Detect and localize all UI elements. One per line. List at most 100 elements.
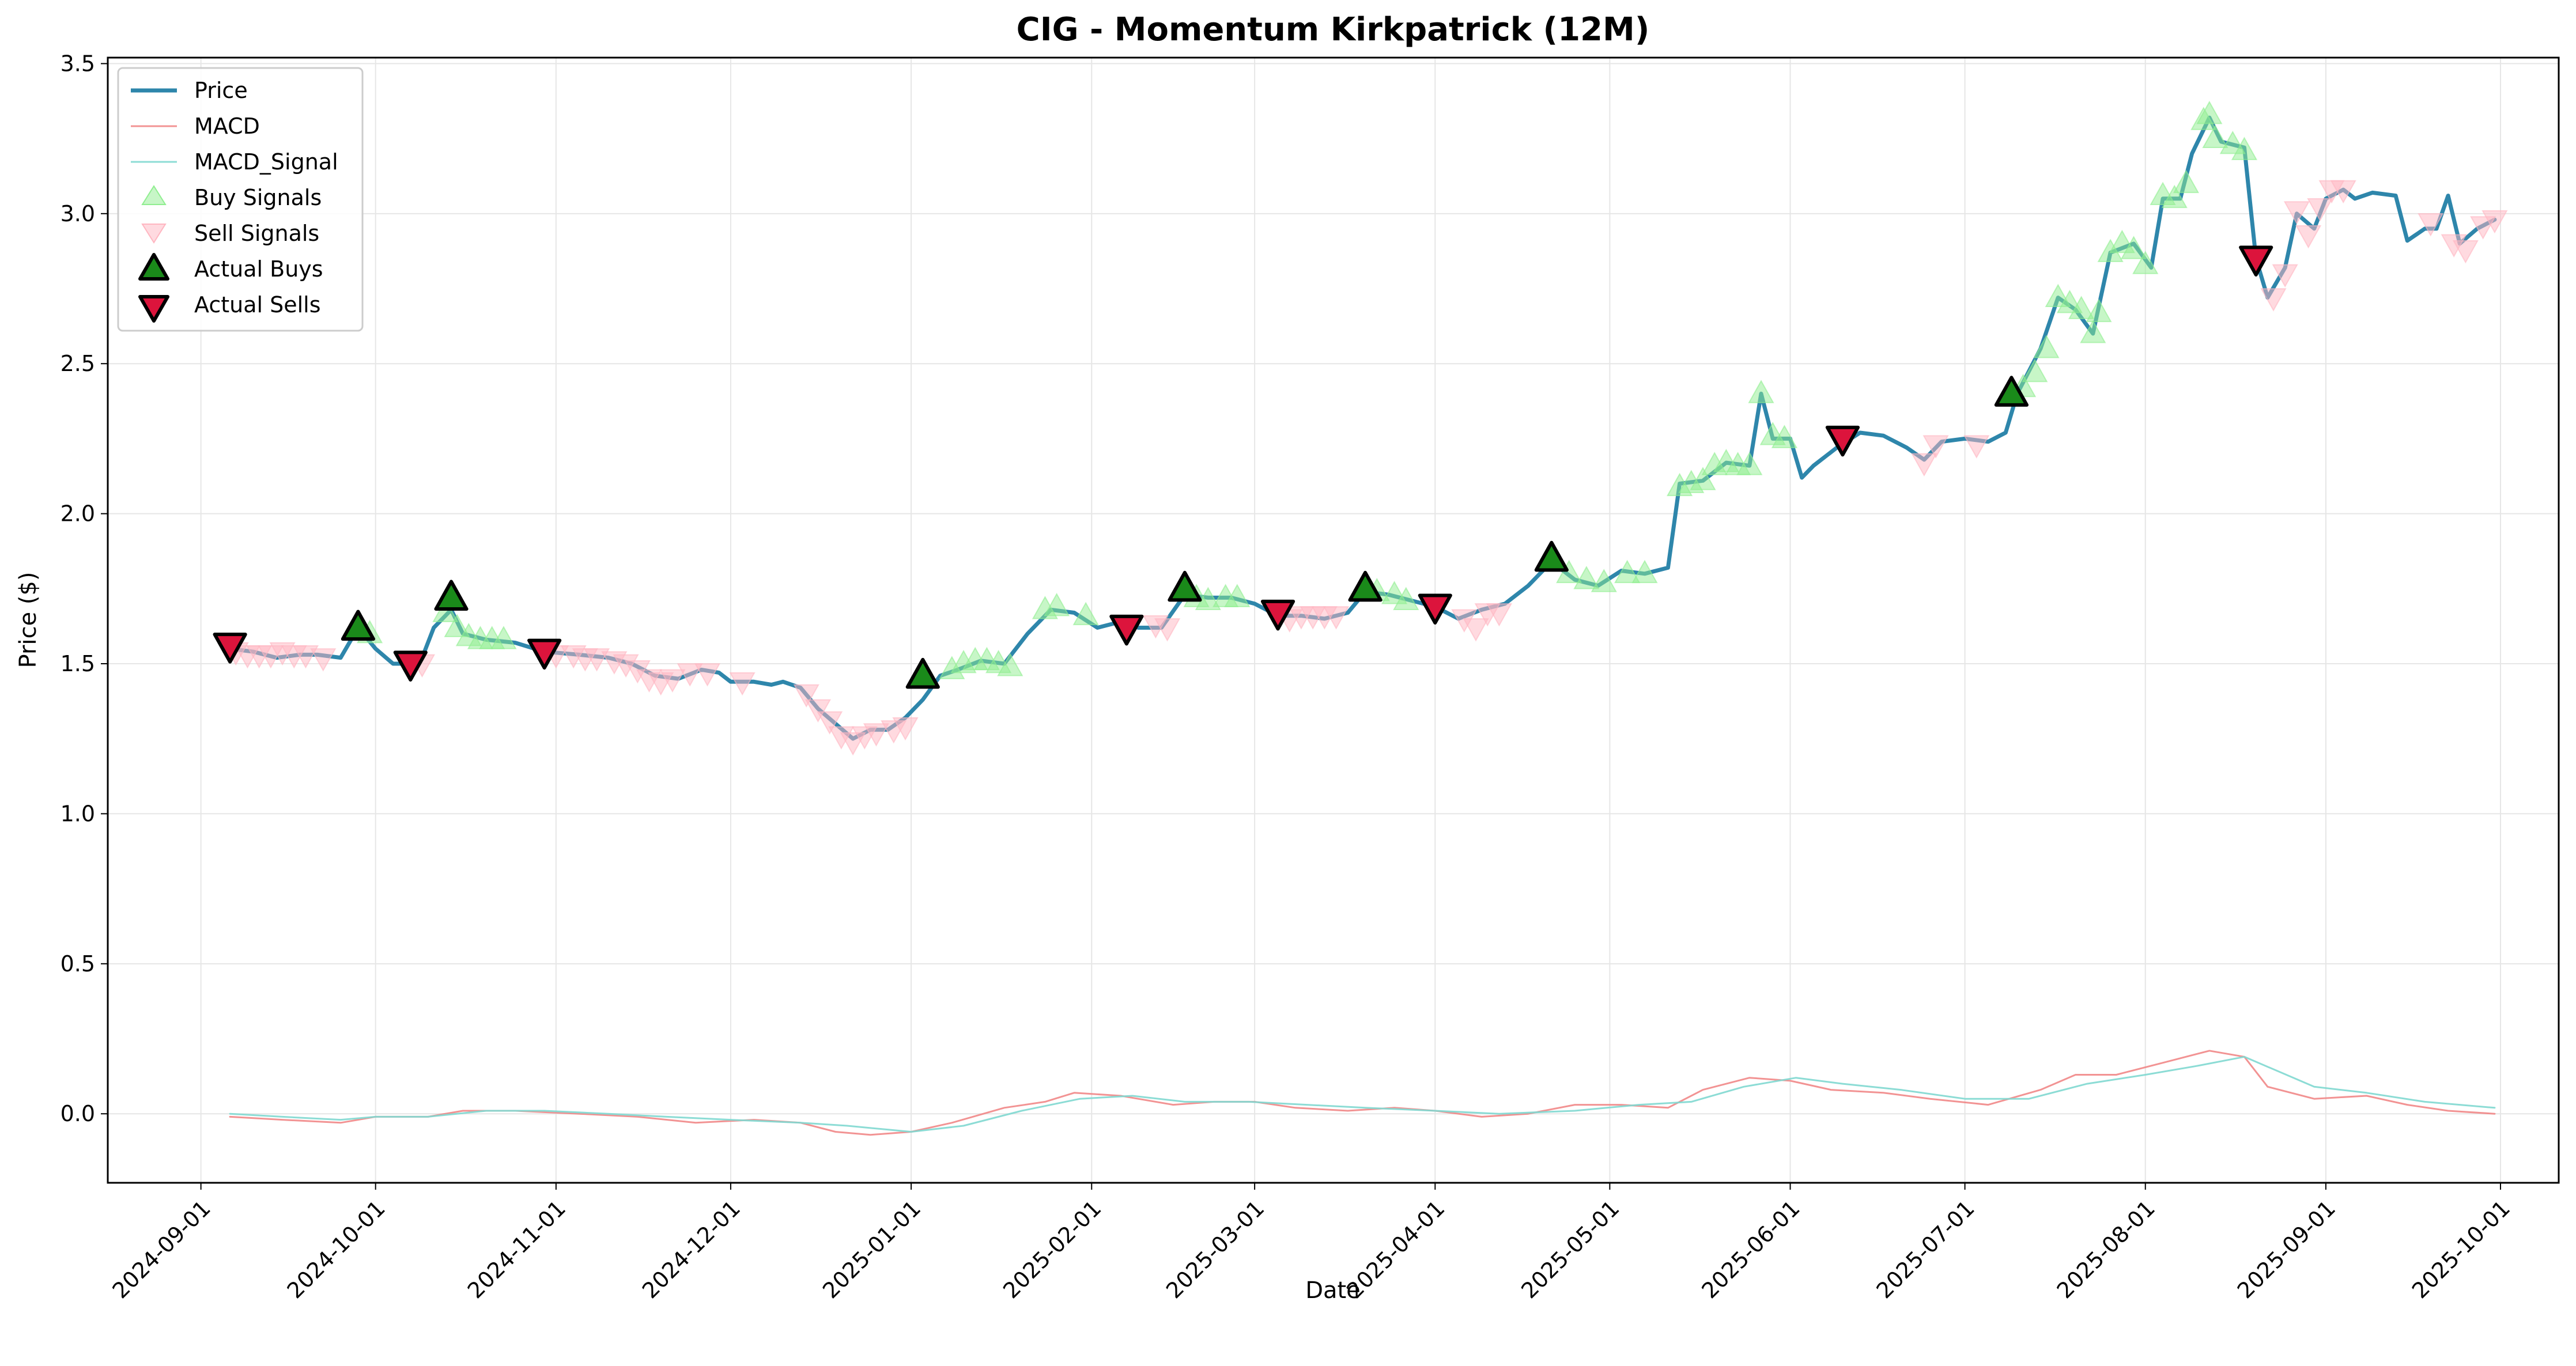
actual-sell-marker bbox=[213, 633, 247, 664]
sell-signal-marker bbox=[2452, 240, 2479, 264]
buy-signal-marker bbox=[2173, 169, 2200, 194]
legend-actual-buys-label: Actual Buys bbox=[194, 256, 323, 282]
plot-frame bbox=[107, 56, 2560, 1184]
legend-actual-sells-marker bbox=[138, 295, 169, 323]
y-tick-label: 1.0 bbox=[61, 801, 95, 826]
sell-signal-marker bbox=[694, 663, 721, 687]
macd-signal-line bbox=[229, 1055, 2496, 1133]
y-tick-label: 3.0 bbox=[61, 201, 95, 226]
actual-buy-marker bbox=[1994, 376, 2029, 407]
actual-buy-marker bbox=[341, 610, 375, 641]
legend-actual-sells-label: Actual Sells bbox=[194, 292, 321, 317]
buy-signal-marker bbox=[997, 653, 1023, 676]
y-tick-label: 0.5 bbox=[61, 951, 95, 977]
sell-signal-marker bbox=[2481, 210, 2508, 234]
sell-signal-marker bbox=[1154, 618, 1181, 642]
buy-signal-marker bbox=[2080, 320, 2106, 343]
y-tick-label: 3.5 bbox=[61, 51, 95, 76]
y-tick-label: 0.0 bbox=[61, 1101, 95, 1126]
buy-signal-marker bbox=[2033, 335, 2060, 358]
actual-buy-marker bbox=[905, 657, 940, 689]
actual-buy-marker bbox=[434, 580, 469, 611]
sell-signal-marker bbox=[583, 648, 610, 672]
sell-signal-marker bbox=[2418, 213, 2444, 237]
legend-actual-buys-marker bbox=[138, 253, 169, 281]
buy-signal-marker bbox=[432, 599, 459, 622]
sell-signal-marker bbox=[1463, 618, 1489, 642]
actual-sell-marker bbox=[1109, 614, 1144, 646]
buy-signal-marker bbox=[2120, 236, 2147, 259]
actual-sell-marker bbox=[1260, 599, 1295, 631]
buy-signal-marker bbox=[490, 626, 517, 649]
sell-signal-marker bbox=[1911, 453, 1937, 477]
sell-signal-marker bbox=[804, 699, 832, 723]
legend-buy-signals-label: Buy Signals bbox=[194, 185, 322, 210]
sell-signal-marker bbox=[2295, 225, 2322, 249]
buy-signal-marker bbox=[1393, 586, 1419, 611]
buy-signal-marker bbox=[1556, 559, 1582, 584]
y-axis-label: Price ($) bbox=[15, 572, 41, 668]
legend-box bbox=[117, 67, 364, 332]
macd-line bbox=[229, 1050, 2496, 1136]
buy-signal-marker bbox=[1736, 452, 1763, 475]
sell-signal-marker bbox=[1922, 435, 1949, 459]
sell-signal-marker bbox=[863, 723, 890, 747]
buy-signal-marker bbox=[1044, 593, 1070, 616]
buy-signal-marker bbox=[1690, 467, 1716, 490]
y-tick-label: 2.0 bbox=[61, 501, 95, 527]
sell-signal-marker bbox=[310, 648, 337, 672]
sell-signal-marker bbox=[892, 717, 919, 741]
sell-signal-marker bbox=[729, 672, 756, 696]
legend-macd-label: MACD bbox=[194, 113, 260, 139]
buy-signal-marker bbox=[2202, 124, 2228, 149]
buy-signal-marker bbox=[2196, 100, 2223, 124]
buy-signal-marker bbox=[2022, 358, 2048, 383]
buy-signal-marker bbox=[1591, 569, 1617, 592]
sell-signal-marker bbox=[2330, 180, 2356, 204]
sell-signal-marker bbox=[1963, 435, 1990, 459]
buy-signal-marker bbox=[1072, 601, 1099, 626]
buy-signal-marker bbox=[2161, 184, 2188, 209]
buy-signal-marker bbox=[1573, 566, 1600, 589]
y-tick-label: 1.5 bbox=[61, 651, 95, 676]
buy-signal-marker bbox=[1614, 559, 1641, 584]
legend-price-label: Price bbox=[194, 78, 248, 103]
legend-sell-signals-marker bbox=[141, 224, 167, 244]
buy-signal-marker bbox=[2132, 251, 2159, 274]
sell-signal-marker bbox=[1323, 606, 1350, 630]
actual-sell-marker bbox=[527, 638, 562, 670]
buy-signal-marker bbox=[2068, 296, 2095, 319]
legend-buy-signals-marker bbox=[141, 185, 167, 205]
sell-signal-marker bbox=[1486, 603, 1513, 627]
sell-signal-marker bbox=[817, 711, 843, 735]
buy-signal-marker bbox=[1748, 380, 1774, 403]
legend-sell-signals-label: Sell Signals bbox=[194, 221, 319, 246]
sell-signal-marker bbox=[793, 684, 819, 708]
legend: Price MACD MACD_Signal Buy Signals Sell … bbox=[117, 67, 364, 332]
legend-macd-signal-label: MACD_Signal bbox=[194, 149, 338, 175]
buy-signal-marker bbox=[1771, 425, 1798, 448]
actual-sell-marker bbox=[1418, 593, 1452, 625]
sell-signal-marker bbox=[2283, 201, 2310, 225]
actual-buy-marker bbox=[1168, 570, 1202, 602]
y-tick-label: 2.5 bbox=[61, 351, 95, 376]
sell-signal-marker bbox=[292, 645, 319, 669]
sell-signal-marker bbox=[2307, 198, 2333, 222]
actual-sell-marker bbox=[2239, 245, 2273, 277]
buy-signal-marker bbox=[1195, 586, 1221, 611]
sell-signal-marker bbox=[659, 669, 686, 693]
x-axis-label: Date bbox=[1305, 1277, 1361, 1304]
actual-sell-marker bbox=[393, 650, 428, 682]
chart-title: CIG - Momentum Kirkpatrick (12M) bbox=[1017, 11, 1650, 48]
sell-signal-marker bbox=[2260, 288, 2287, 312]
actual-buy-marker bbox=[1348, 570, 1383, 602]
buy-signal-marker bbox=[1224, 584, 1251, 607]
buy-signal-marker bbox=[2086, 298, 2112, 323]
buy-signal-marker bbox=[444, 614, 470, 637]
sell-signal-marker bbox=[677, 663, 703, 687]
buy-signal-marker bbox=[2231, 137, 2258, 160]
actual-sell-marker bbox=[1825, 425, 1860, 457]
sell-signal-marker bbox=[2272, 264, 2298, 288]
